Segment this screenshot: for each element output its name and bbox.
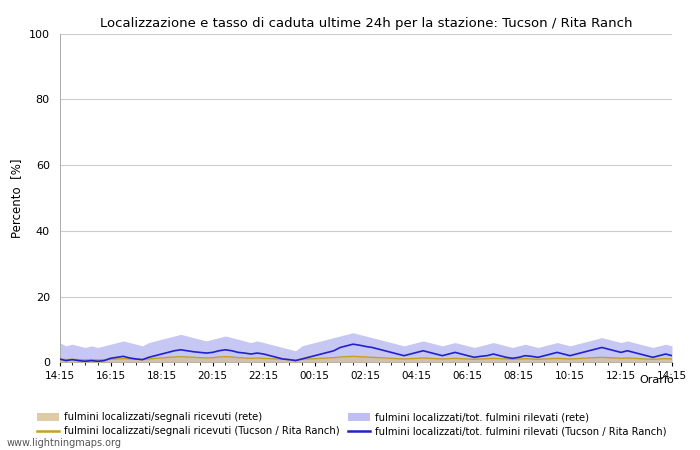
Title: Localizzazione e tasso di caduta ultime 24h per la stazione: Tucson / Rita Ranch: Localizzazione e tasso di caduta ultime … [99,17,632,30]
Legend: fulmini localizzati/segnali ricevuti (rete), fulmini localizzati/segnali ricevut: fulmini localizzati/segnali ricevuti (re… [33,409,670,441]
Y-axis label: Percento  [%]: Percento [%] [10,158,23,238]
Text: www.lightningmaps.org: www.lightningmaps.org [7,438,122,448]
Text: Orario: Orario [639,375,674,385]
